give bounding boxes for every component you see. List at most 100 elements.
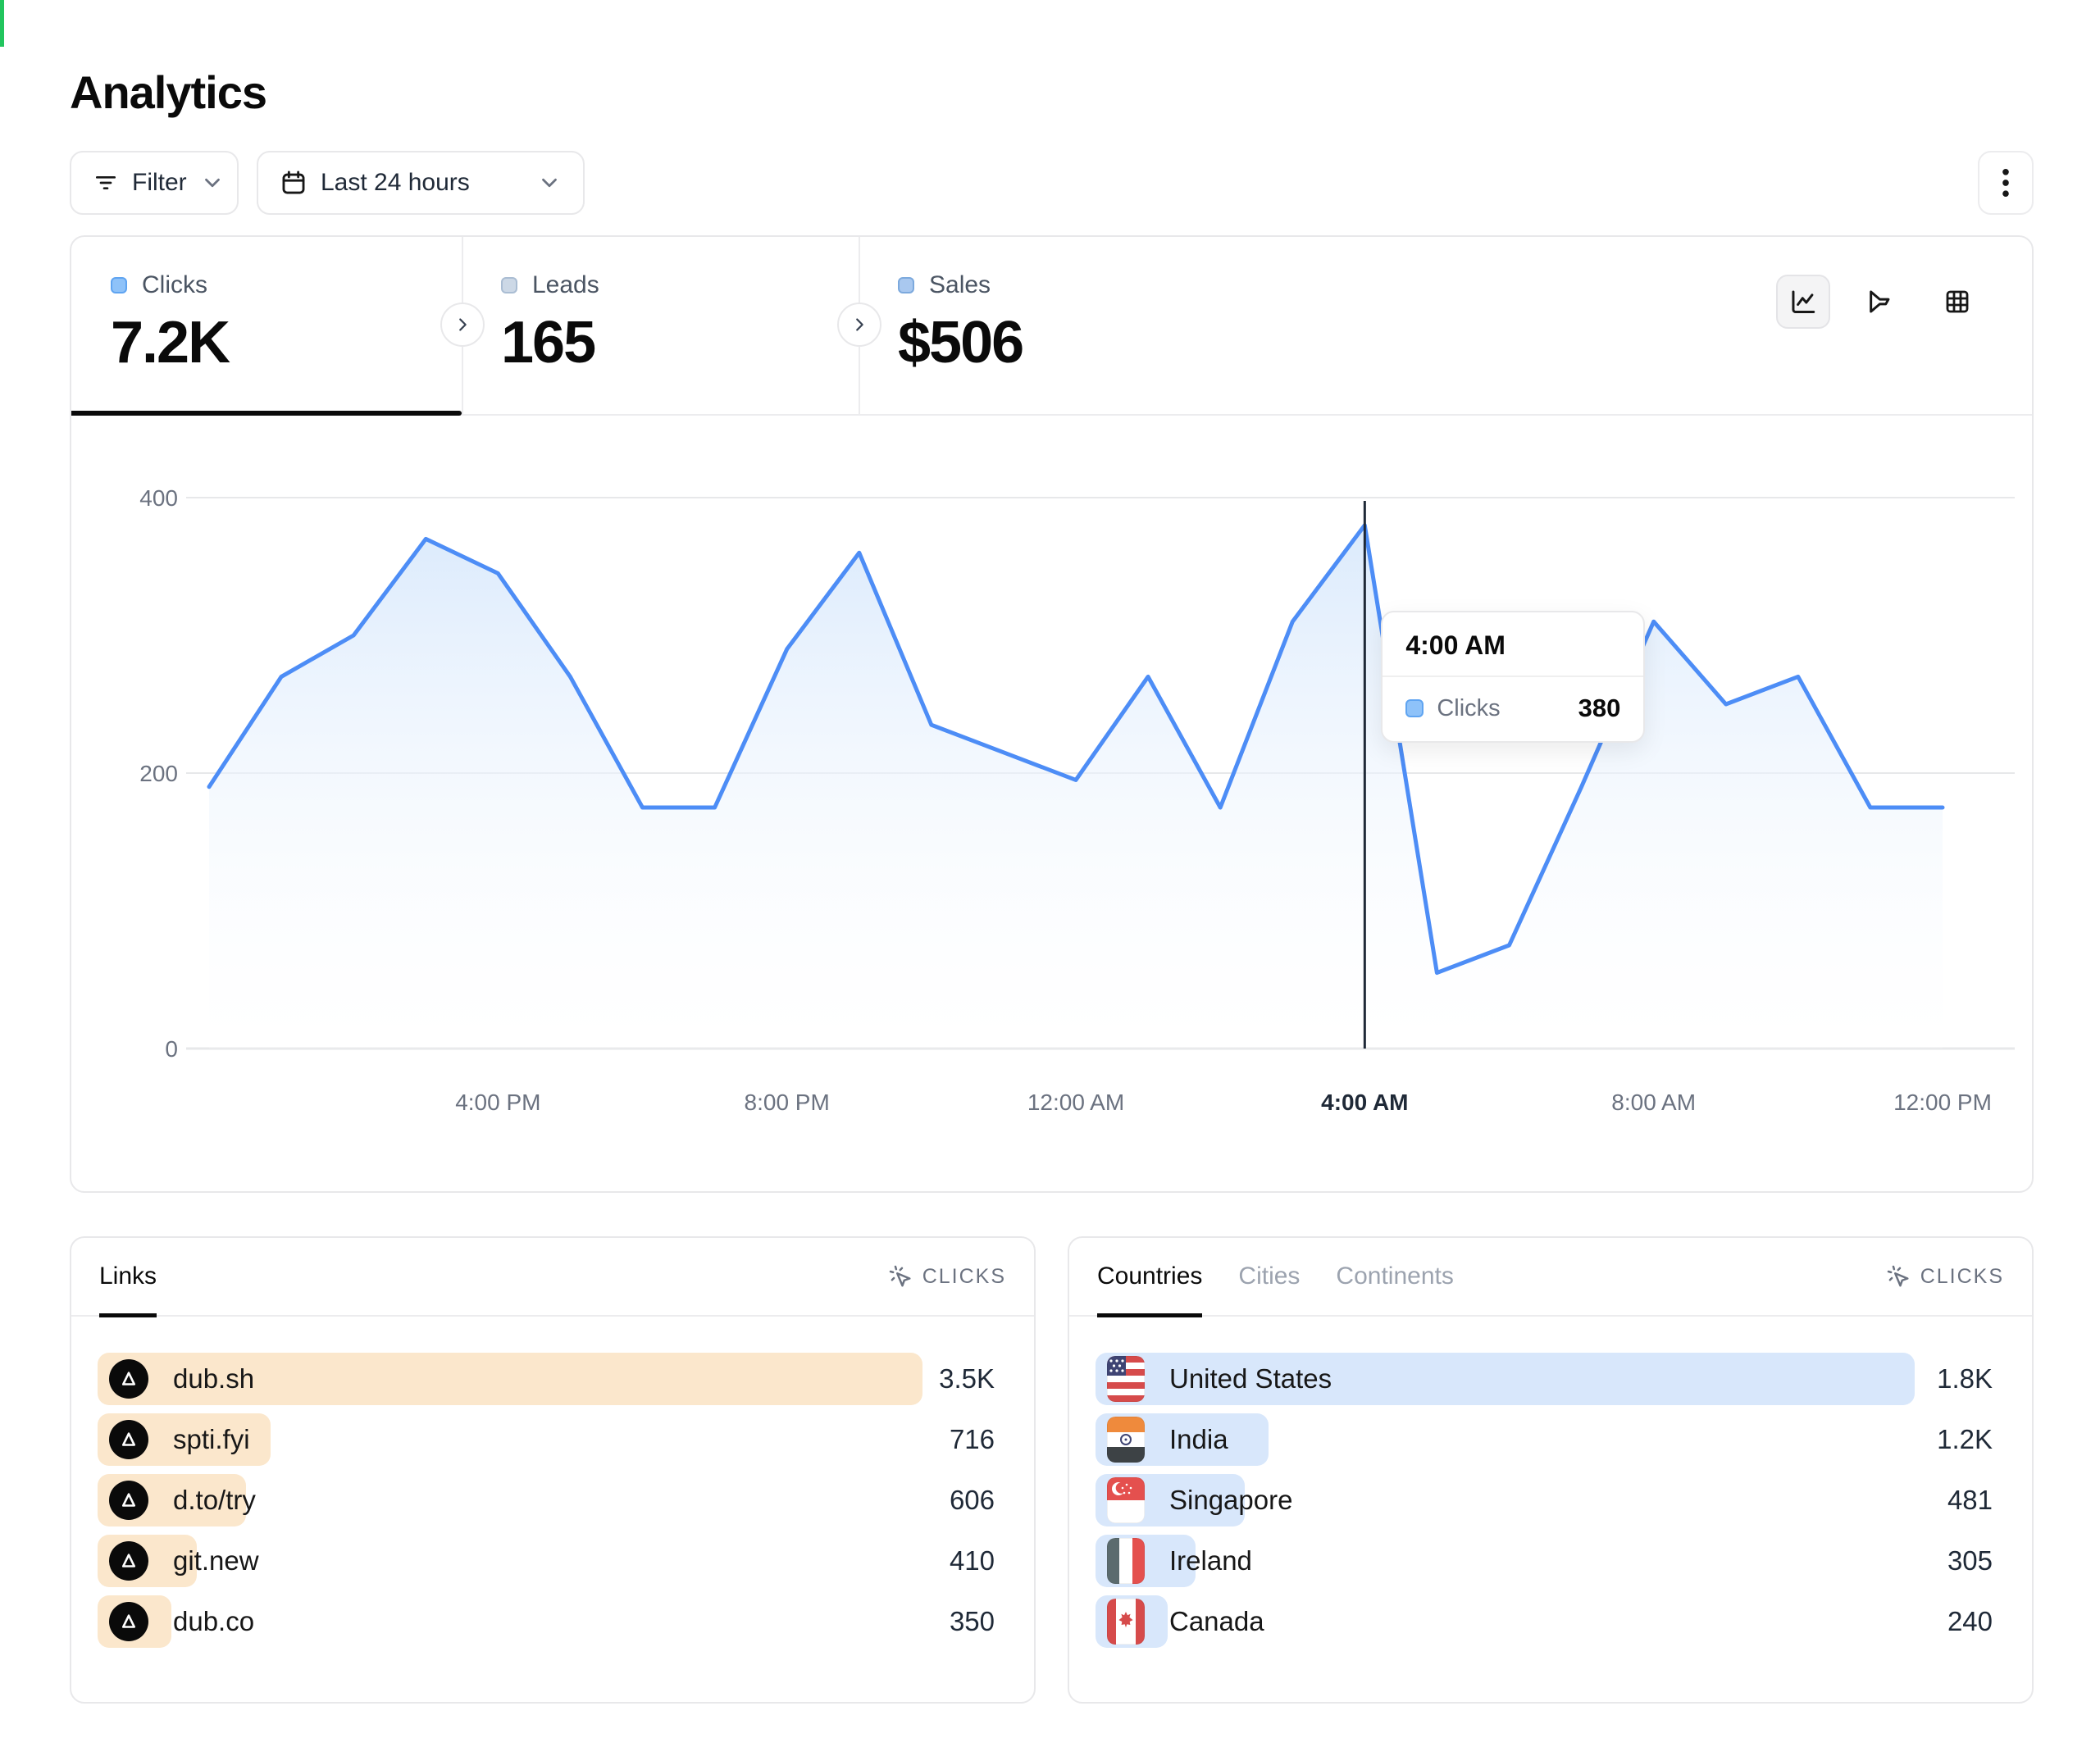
row-value: 410	[949, 1545, 995, 1576]
links-metric-header[interactable]: CLICKS	[888, 1264, 1006, 1289]
countries-tab-label: Countries	[1097, 1263, 1203, 1290]
date-range-button[interactable]: Last 24 hours	[257, 151, 585, 215]
country-row[interactable]: India 1.2K	[1096, 1413, 2006, 1466]
leads-tab-label: Leads	[532, 271, 599, 298]
cities-tab-label: Cities	[1238, 1263, 1301, 1290]
line-chart-view-button[interactable]	[1776, 275, 1830, 329]
more-options-button[interactable]	[1978, 151, 2034, 215]
row-value: 606	[949, 1485, 995, 1515]
country-row[interactable]: United States 1.8K	[1096, 1353, 2006, 1405]
stats-tab-row: Clicks 7.2K Leads 165 Sales $506	[71, 237, 2032, 416]
row-label: Ireland	[1169, 1545, 1252, 1576]
tab-cities[interactable]: Cities	[1238, 1237, 1300, 1316]
row-value: 716	[949, 1424, 995, 1454]
cursor-click-icon	[888, 1264, 913, 1289]
chart-view-toggles	[1776, 275, 1984, 329]
row-label: spti.fyi	[173, 1424, 250, 1454]
countries-metric-label: CLICKS	[1920, 1264, 2004, 1288]
tab-clicks[interactable]: Clicks 7.2K	[71, 237, 462, 416]
x-axis-label: 8:00 AM	[1611, 1090, 1697, 1115]
y-axis-tick: 400	[139, 485, 178, 511]
clicks-area-chart[interactable]: 0 200 400	[71, 237, 2035, 1196]
funnel-icon	[1866, 288, 1894, 316]
sales-tab-value: $506	[898, 310, 1024, 375]
clicks-tab-value: 7.2K	[111, 310, 230, 375]
countries-row-list: United States 1.8K India 1.2K Singapore 481 Ir…	[1069, 1317, 2032, 1648]
ie-flag-icon	[1107, 1538, 1145, 1584]
tooltip-value: 380	[1578, 694, 1621, 722]
link-row[interactable]: git.new 410	[98, 1535, 1008, 1587]
funnel-view-button[interactable]	[1853, 275, 1907, 329]
links-panel: Links CLICKS dub.sh 3.5K spti.fyi 716 d.to/t…	[70, 1236, 1036, 1704]
links-metric-label: CLICKS	[922, 1264, 1006, 1288]
countries-metric-header[interactable]: CLICKS	[1886, 1264, 2004, 1289]
in-flag-icon	[1107, 1417, 1145, 1463]
dub-logo-favicon	[109, 1541, 148, 1581]
dub-logo-favicon	[109, 1359, 148, 1399]
row-value: 3.5K	[939, 1363, 995, 1394]
row-label: dub.co	[173, 1606, 255, 1636]
chevron-down-icon	[200, 171, 225, 195]
x-axis-label: 12:00 AM	[1027, 1090, 1125, 1115]
countries-panel: Countries Cities Continents CLICKS Unite…	[1068, 1236, 2034, 1704]
sales-tab-label: Sales	[929, 271, 991, 298]
row-value: 481	[1947, 1485, 1993, 1515]
country-row[interactable]: Singapore 481	[1096, 1474, 2006, 1526]
date-range-label: Last 24 hours	[321, 169, 470, 196]
next-metric-button[interactable]	[440, 303, 485, 347]
filter-button-label: Filter	[132, 169, 187, 196]
next-metric-button[interactable]	[837, 303, 881, 347]
x-axis-label: 12:00 PM	[1893, 1090, 1992, 1115]
sales-legend-square	[898, 277, 914, 293]
country-row[interactable]: Canada 240	[1096, 1595, 2006, 1648]
clicks-tab-label: Clicks	[142, 271, 207, 298]
link-row[interactable]: dub.sh 3.5K	[98, 1353, 1008, 1405]
active-tab-underline	[71, 411, 462, 416]
row-value: 305	[1947, 1545, 1993, 1576]
x-axis-label: 8:00 PM	[744, 1090, 830, 1115]
leads-tab-value: 165	[501, 310, 596, 375]
dub-logo-favicon	[109, 1481, 148, 1520]
links-row-list: dub.sh 3.5K spti.fyi 716 d.to/try 606 git.new 4…	[71, 1317, 1034, 1648]
link-row[interactable]: spti.fyi 716	[98, 1413, 1008, 1466]
table-view-button[interactable]	[1930, 275, 1984, 329]
countries-panel-header: Countries Cities Continents CLICKS	[1069, 1238, 2032, 1317]
row-value: 240	[1947, 1606, 1993, 1636]
ca-flag-icon	[1107, 1599, 1145, 1645]
row-label: git.new	[173, 1545, 259, 1576]
link-row[interactable]: dub.co 350	[98, 1595, 1008, 1648]
x-axis-label: 4:00 PM	[455, 1090, 541, 1115]
row-label: d.to/try	[173, 1485, 256, 1515]
links-tab-label: Links	[99, 1263, 157, 1290]
row-value: 1.2K	[1937, 1424, 1993, 1454]
page-edge-accent	[0, 0, 4, 47]
analytics-chart-card: 0 200 400 4:00 PM 8:00 PM 12:00 AM 4:00 AM 8:0…	[70, 235, 2034, 1193]
dub-logo-favicon	[109, 1420, 148, 1459]
tab-links[interactable]: Links	[99, 1237, 157, 1317]
line-chart-icon	[1789, 288, 1817, 316]
country-row[interactable]: Ireland 305	[1096, 1535, 2006, 1587]
filter-button[interactable]: Filter	[70, 151, 239, 215]
chevron-down-icon	[537, 171, 562, 195]
leads-legend-square	[501, 277, 517, 293]
tab-sales[interactable]: Sales $506	[859, 237, 1269, 416]
sg-flag-icon	[1107, 1477, 1145, 1523]
value-bar	[1096, 1353, 1915, 1405]
tab-leads[interactable]: Leads 165	[462, 237, 859, 416]
row-label: Singapore	[1169, 1485, 1293, 1515]
tab-continents[interactable]: Continents	[1336, 1237, 1453, 1316]
clicks-legend-square	[111, 277, 127, 293]
dub-logo-favicon	[109, 1602, 148, 1641]
row-label: Canada	[1169, 1606, 1264, 1636]
link-row[interactable]: d.to/try 606	[98, 1474, 1008, 1526]
tooltip-series-label: Clicks	[1437, 694, 1501, 721]
y-axis-tick: 0	[165, 1036, 178, 1062]
row-label: dub.sh	[173, 1363, 255, 1394]
x-axis-label: 4:00 AM	[1321, 1090, 1409, 1115]
continents-tab-label: Continents	[1336, 1263, 1454, 1290]
tab-countries[interactable]: Countries	[1097, 1237, 1203, 1317]
tooltip-series-square	[1405, 699, 1424, 717]
us-flag-icon	[1107, 1356, 1145, 1402]
chart-tooltip: 4:00 AM Clicks 380	[1381, 611, 1646, 743]
